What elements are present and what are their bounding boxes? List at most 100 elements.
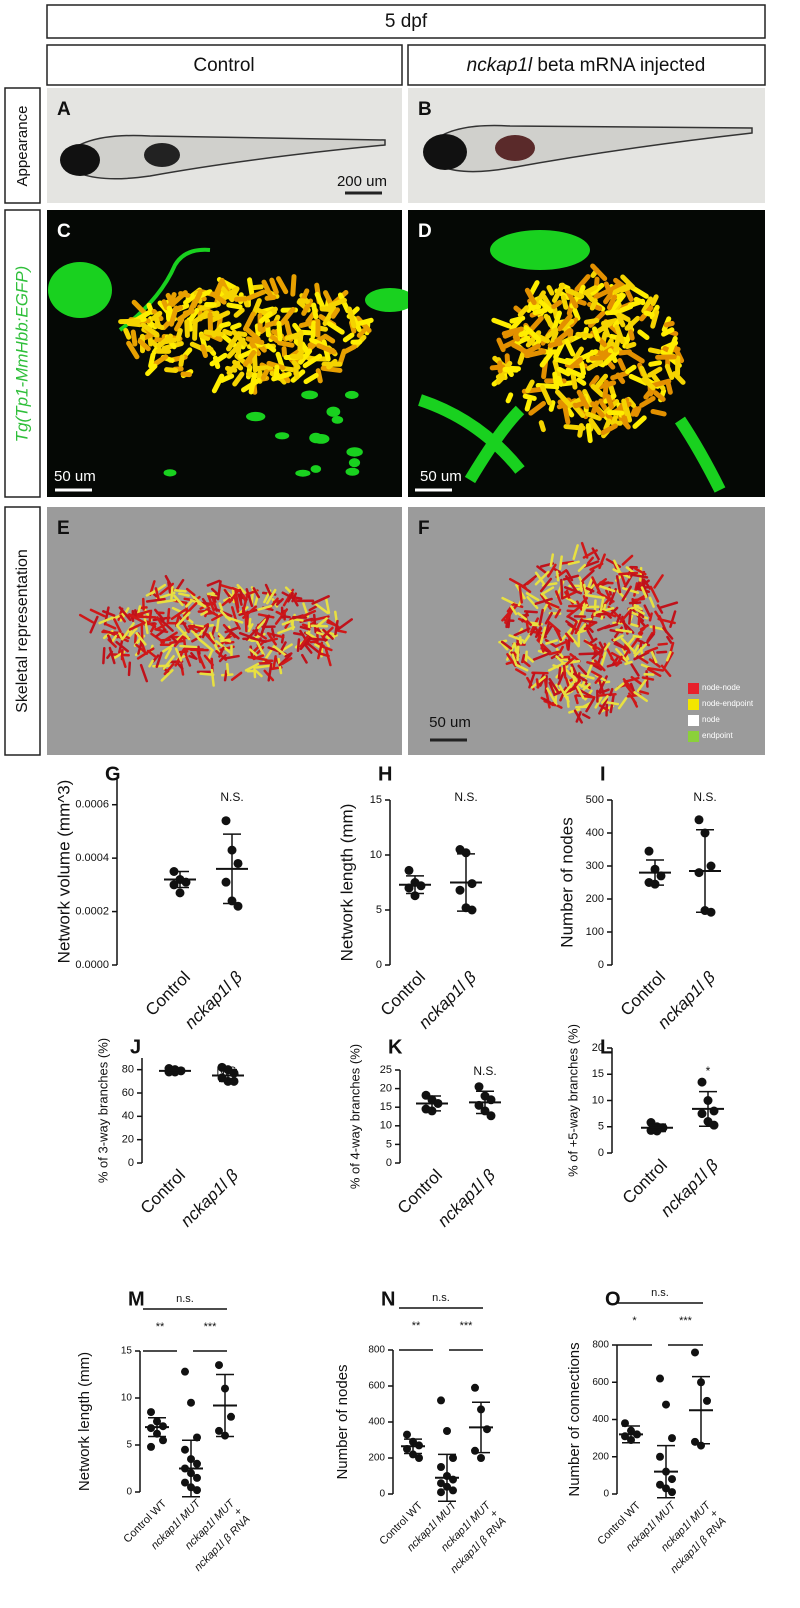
vessel: [564, 287, 585, 299]
vessel: [257, 604, 273, 611]
vessel: [560, 578, 564, 600]
vessel: [291, 360, 301, 370]
vessel: [89, 608, 106, 618]
vessel: [185, 599, 194, 608]
vessel: [139, 663, 149, 683]
vessel: [290, 274, 297, 297]
y-tick-label: 25: [380, 1064, 392, 1076]
vessel: [284, 652, 293, 658]
data-point: [215, 1426, 223, 1435]
y-tick-label: 20: [380, 1083, 392, 1095]
vessel: [123, 327, 132, 340]
y-tick-label: 600: [592, 1377, 609, 1388]
vessel: [524, 398, 532, 412]
data-point: [175, 888, 185, 898]
vessel: [563, 424, 586, 431]
vessel: [648, 360, 663, 367]
vessel: [251, 351, 258, 373]
vessel: [145, 597, 166, 603]
vessel: [287, 592, 294, 603]
vessel: [241, 606, 249, 623]
vessel: [583, 583, 588, 597]
data-point: [709, 1120, 719, 1130]
vessel: [567, 560, 580, 566]
vessel: [585, 411, 602, 421]
vessel: [173, 594, 184, 607]
vessel: [523, 343, 541, 356]
vessel: [528, 280, 540, 297]
vessel: [320, 644, 333, 652]
vessel: [169, 635, 178, 643]
vessel: [98, 615, 116, 625]
data-point: [486, 1111, 496, 1121]
y-tick-label: 800: [592, 1340, 609, 1351]
vessel: [559, 560, 575, 565]
vessel: [562, 402, 571, 425]
vessel: [305, 631, 318, 640]
data-point: [706, 861, 716, 871]
vessel: [192, 318, 198, 341]
vessel: [522, 393, 537, 401]
vessel: [595, 578, 608, 588]
vessel: [623, 682, 635, 696]
vessel: [546, 284, 555, 296]
vessel: [148, 659, 154, 668]
vessel: [522, 632, 532, 644]
vessel: [161, 643, 175, 653]
y-tick-label: 80: [122, 1064, 134, 1076]
vessel: [554, 608, 562, 619]
vessel: [140, 322, 160, 337]
vessel: [629, 682, 636, 694]
data-point: [656, 1374, 664, 1383]
vessel: [275, 597, 284, 606]
vessel: [165, 292, 176, 307]
vessel: [594, 373, 609, 389]
y-tick-label: 5: [126, 1440, 132, 1451]
vessel: [610, 413, 619, 426]
vessel: [541, 294, 553, 310]
vessel: [150, 622, 157, 633]
vessel: [231, 286, 240, 298]
vessel: [553, 356, 574, 366]
vessel: [188, 307, 200, 322]
vessel: [170, 608, 187, 621]
vessel: [272, 645, 288, 658]
vessel: [356, 328, 367, 338]
vessel: [219, 638, 231, 643]
panel-letter: F: [418, 518, 430, 539]
vessel: [552, 371, 560, 390]
data-point: [409, 1450, 417, 1459]
vessel: [175, 578, 185, 591]
cell: [348, 458, 361, 468]
y-tick-label: 5: [386, 1138, 392, 1150]
data-point: [668, 1434, 676, 1443]
y-axis-label: Number of nodes: [334, 1364, 351, 1479]
larva-eye: [423, 134, 467, 170]
significance: *: [706, 1064, 711, 1078]
vessel: [581, 713, 591, 720]
vessel: [527, 315, 544, 334]
vessel: [301, 653, 308, 664]
vessel: [617, 349, 633, 356]
cell: [163, 469, 177, 477]
vessel: [648, 596, 655, 608]
vessel: [547, 663, 562, 672]
vessel: [224, 640, 235, 645]
vessel: [603, 642, 611, 651]
vessel: [586, 577, 594, 590]
vessel: [168, 305, 179, 327]
vessel: [634, 607, 645, 615]
vessel: [590, 263, 608, 282]
data-point: [483, 1425, 491, 1434]
panel-letter: K: [388, 1036, 403, 1058]
x-category-label: nckap1l β: [434, 1165, 499, 1230]
vessel: [583, 621, 597, 631]
data-point: [691, 1348, 699, 1357]
vessel: [557, 671, 565, 686]
vessel: [199, 639, 214, 652]
data-point: [467, 879, 477, 889]
vessel: [334, 619, 339, 636]
vessel: [155, 628, 167, 638]
vessel: [517, 612, 528, 621]
legend-label: node-endpoint: [702, 699, 754, 708]
